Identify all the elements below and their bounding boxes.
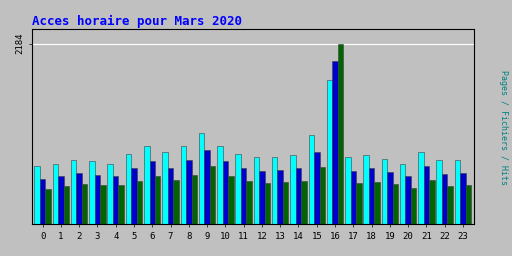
Bar <box>393 184 398 224</box>
Bar <box>265 183 270 224</box>
Bar <box>418 152 424 224</box>
Bar <box>460 173 466 224</box>
Bar <box>217 146 223 224</box>
Bar <box>381 159 387 224</box>
Bar <box>63 186 69 224</box>
Bar <box>71 160 76 224</box>
Text: Acces horaire pour Mars 2020: Acces horaire pour Mars 2020 <box>32 15 242 28</box>
Bar <box>150 162 155 224</box>
Bar <box>374 182 380 224</box>
Bar <box>290 155 296 224</box>
Bar <box>364 155 369 224</box>
Bar <box>131 168 137 224</box>
Bar <box>181 146 186 224</box>
Bar <box>100 186 105 224</box>
Bar <box>58 176 63 224</box>
Bar <box>447 186 453 224</box>
Bar <box>236 154 241 224</box>
Bar <box>442 174 447 224</box>
Bar <box>283 182 288 224</box>
Bar <box>108 164 113 224</box>
Bar <box>191 175 197 224</box>
Bar <box>332 61 338 224</box>
Bar <box>314 152 319 224</box>
Bar <box>46 189 51 224</box>
Bar <box>272 156 278 224</box>
Bar <box>199 133 204 224</box>
Bar <box>424 166 429 224</box>
Bar <box>345 156 351 224</box>
Bar <box>246 181 252 224</box>
Bar <box>168 168 173 224</box>
Bar <box>228 176 233 224</box>
Bar <box>356 183 361 224</box>
Bar <box>296 168 301 224</box>
Bar <box>338 44 343 224</box>
Bar <box>327 80 332 224</box>
Bar <box>210 166 216 224</box>
Bar <box>437 160 442 224</box>
Bar <box>82 184 88 224</box>
Bar <box>241 168 246 224</box>
Bar <box>204 150 210 224</box>
Bar <box>34 166 40 224</box>
Bar <box>186 160 191 224</box>
Bar <box>406 176 411 224</box>
Bar <box>400 164 406 224</box>
Bar <box>259 170 265 224</box>
Bar <box>369 168 374 224</box>
Bar <box>76 173 82 224</box>
Bar <box>95 175 100 224</box>
Bar <box>173 180 179 224</box>
Bar <box>387 172 393 224</box>
Bar <box>144 146 150 224</box>
Bar <box>155 176 160 224</box>
Bar <box>113 176 118 224</box>
Bar <box>309 135 314 224</box>
Bar <box>301 181 307 224</box>
Bar <box>455 160 460 224</box>
Bar <box>278 170 283 224</box>
Bar <box>137 180 142 224</box>
Bar <box>126 154 131 224</box>
Bar <box>40 179 46 224</box>
Bar <box>466 186 471 224</box>
Bar <box>118 186 124 224</box>
Bar <box>411 188 416 224</box>
Bar <box>254 156 259 224</box>
Bar <box>429 180 435 224</box>
Text: Pages / Fichiers / Hits: Pages / Fichiers / Hits <box>499 70 508 186</box>
Bar <box>351 170 356 224</box>
Bar <box>223 162 228 224</box>
Bar <box>53 164 58 224</box>
Bar <box>319 167 325 224</box>
Bar <box>162 152 168 224</box>
Bar <box>89 162 95 224</box>
